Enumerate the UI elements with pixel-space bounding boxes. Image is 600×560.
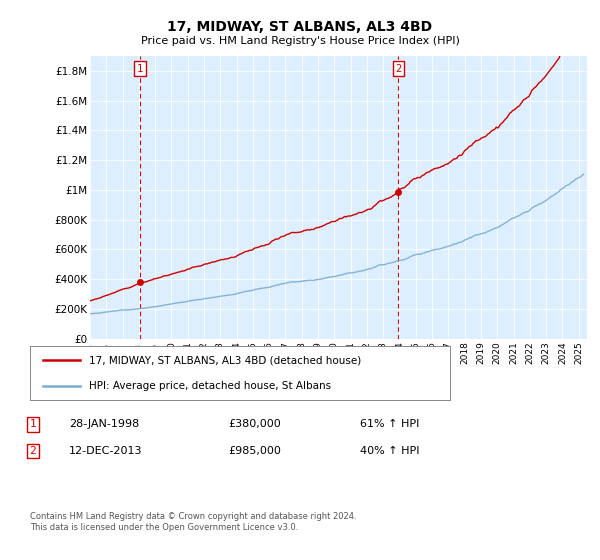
Text: 2: 2 [395,64,401,74]
Text: 12-DEC-2013: 12-DEC-2013 [69,446,143,456]
Text: 17, MIDWAY, ST ALBANS, AL3 4BD: 17, MIDWAY, ST ALBANS, AL3 4BD [167,20,433,34]
Text: 2: 2 [29,446,37,456]
Text: £985,000: £985,000 [228,446,281,456]
Text: Price paid vs. HM Land Registry's House Price Index (HPI): Price paid vs. HM Land Registry's House … [140,36,460,46]
Text: 1: 1 [137,64,143,74]
Text: 17, MIDWAY, ST ALBANS, AL3 4BD (detached house): 17, MIDWAY, ST ALBANS, AL3 4BD (detached… [89,356,361,365]
Text: Contains HM Land Registry data © Crown copyright and database right 2024.
This d: Contains HM Land Registry data © Crown c… [30,512,356,532]
Text: 28-JAN-1998: 28-JAN-1998 [69,419,139,430]
Text: £380,000: £380,000 [228,419,281,430]
Text: 40% ↑ HPI: 40% ↑ HPI [360,446,419,456]
Text: 1: 1 [29,419,37,430]
Text: 61% ↑ HPI: 61% ↑ HPI [360,419,419,430]
Text: HPI: Average price, detached house, St Albans: HPI: Average price, detached house, St A… [89,381,331,390]
